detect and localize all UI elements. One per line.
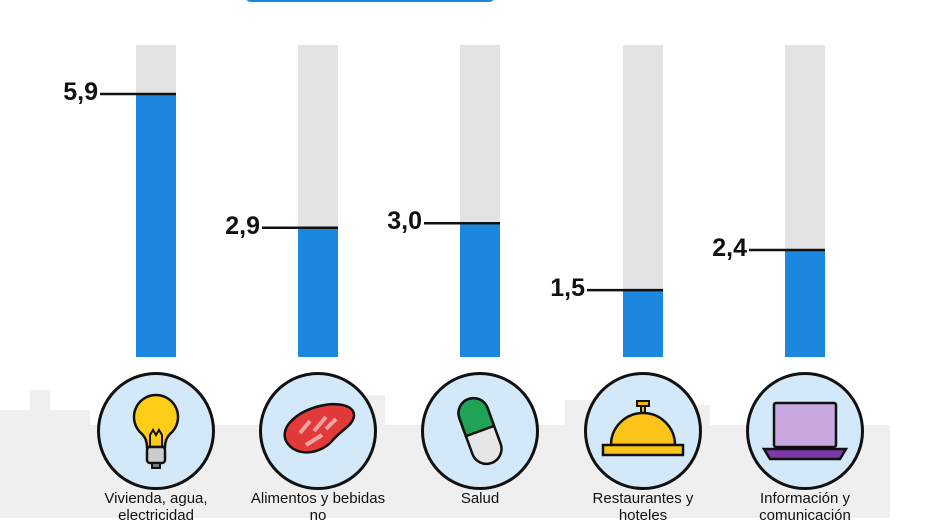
category-label: Alimentos y bebidas no — [250, 490, 386, 524]
bar — [136, 94, 176, 358]
bar — [298, 227, 338, 357]
category-label: Vivienda, agua, electricidad — [104, 490, 208, 524]
bar — [785, 250, 825, 357]
bar — [460, 223, 500, 357]
category-label: Restaurantes y hoteles — [592, 490, 694, 524]
value-label: 1,5 — [550, 274, 585, 303]
pill-icon — [421, 372, 539, 490]
value-label: 5,9 — [63, 78, 98, 107]
meat-icon — [259, 372, 377, 490]
category-label: Salud — [460, 490, 500, 507]
header-banner — [245, 0, 495, 2]
lightbulb-icon — [97, 372, 215, 490]
value-label: 2,4 — [712, 234, 747, 263]
value-label: 2,9 — [225, 211, 260, 240]
category-label: Información y comunicación — [759, 490, 851, 524]
laptop-icon — [746, 372, 864, 490]
bar — [623, 290, 663, 357]
value-label: 3,0 — [387, 207, 422, 236]
service-bell-icon — [584, 372, 702, 490]
